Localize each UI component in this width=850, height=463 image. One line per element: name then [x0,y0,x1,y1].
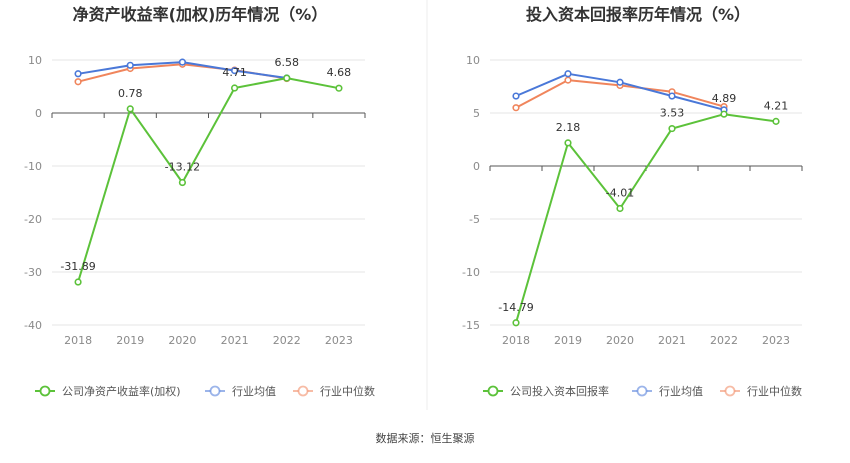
company-point [772,117,780,125]
legend-industry-median-label[interactable]: 行业中位数 [747,384,802,398]
data-label: 6.58 [275,56,300,69]
company-line [77,77,340,283]
legend-industry-avg-marker [209,385,221,397]
industry-median-point [512,104,520,112]
industry-median-point [74,78,82,86]
data-label: 4.89 [712,92,737,105]
industry-median-point [564,76,572,84]
x-tick-label: 2020 [606,334,634,347]
data-label: 2.18 [556,121,581,134]
industry-avg-point [178,58,187,66]
legend-company-marker [487,385,499,397]
roic-chart: 投入资本回报率历年情况（%） 10 5 0 -5 -10 -15 2018 2019 2020 20… [462,5,803,398]
company-point [616,204,624,213]
company-point [564,139,572,147]
legend-industry-median-marker [297,385,309,397]
data-label: 4.21 [764,99,789,112]
x-tick-label: 2019 [554,334,582,347]
y-tick-label: 5 [473,107,480,120]
company-point [283,74,291,82]
data-label: 4.71 [222,66,247,79]
y-tick-label: -5 [469,213,480,226]
legend-industry-median-label[interactable]: 行业中位数 [320,384,375,398]
y-tick-label: -40 [24,319,42,332]
industry-avg-point [668,92,676,100]
data-label: -31.89 [60,260,95,273]
x-tick-label: 2022 [710,334,738,347]
roe-chart: 净资产收益率(加权)历年情况（%） 10 0 -10 -20 -30 -40 2018 2019… [24,5,375,398]
industry-avg-point [616,78,624,86]
x-tick-label: 2020 [168,334,196,347]
chart-title: 投入资本回报率历年情况（%） [526,5,750,24]
x-tick-label: 2018 [502,334,530,347]
y-tick-label: -15 [462,319,480,332]
x-tick-label: 2019 [116,334,144,347]
data-label: 3.53 [660,107,685,120]
y-tick-label: -30 [24,266,42,279]
industry-avg-point [564,70,572,78]
chart-title: 净资产收益率(加权)历年情况（%） [73,5,328,24]
industry-avg-point [126,61,134,69]
x-tick-label: 2022 [273,334,301,347]
industry-avg-point [230,66,239,75]
y-tick-label: -10 [462,266,480,279]
x-tick-label: 2023 [762,334,790,347]
data-label: -13.12 [165,161,200,174]
industry-avg-point [512,92,520,100]
company-point [230,84,239,92]
legend-industry-avg-marker [636,385,648,397]
source-text: 数据来源：恒生聚源 [376,431,475,445]
data-label: 0.78 [118,87,143,100]
company-point [668,124,676,133]
company-point [178,178,187,187]
legend-industry-median-marker [724,385,736,397]
x-tick-label: 2021 [658,334,686,347]
legend-industry-avg-label[interactable]: 行业均值 [659,385,703,398]
legend-company-label[interactable]: 公司投入资本回报率 [510,384,609,398]
data-label: -4.01 [606,187,634,200]
company-line [515,113,777,324]
y-tick-label: 0 [473,160,480,173]
x-tick-label: 2021 [221,334,249,347]
company-point [512,319,520,327]
company-point [720,110,728,118]
y-tick-label: 0 [35,107,42,120]
company-point [126,105,134,113]
y-tick-label: 10 [466,54,480,67]
x-tick-label: 2018 [64,334,92,347]
company-point [74,278,82,286]
y-tick-label: -20 [24,213,42,226]
industry-avg-point [74,70,82,78]
legend-company-marker [39,385,51,397]
company-point [335,84,343,92]
y-tick-label: -10 [24,160,42,173]
legend-industry-avg-label[interactable]: 行业均值 [232,385,276,398]
x-tick-label: 2023 [325,334,353,347]
data-label: -14.79 [498,301,533,314]
y-tick-label: 10 [28,54,42,67]
data-label: 4.68 [327,66,352,79]
legend-company-label[interactable]: 公司净资产收益率(加权) [62,384,181,398]
